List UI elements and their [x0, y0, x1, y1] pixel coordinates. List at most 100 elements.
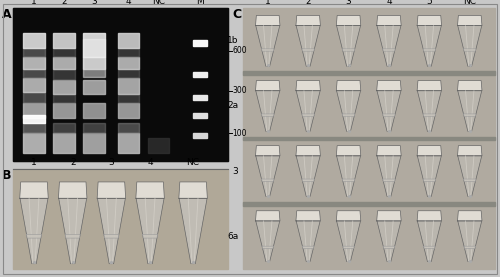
Polygon shape: [296, 26, 320, 66]
Polygon shape: [242, 137, 495, 140]
Polygon shape: [179, 182, 208, 198]
Polygon shape: [23, 115, 45, 122]
Polygon shape: [23, 78, 45, 92]
Polygon shape: [423, 179, 436, 181]
Polygon shape: [296, 81, 320, 91]
Polygon shape: [376, 146, 401, 156]
Polygon shape: [192, 133, 206, 138]
Text: 4: 4: [126, 0, 132, 6]
Text: 3: 3: [233, 166, 238, 176]
Polygon shape: [336, 211, 361, 221]
Polygon shape: [464, 179, 476, 181]
Polygon shape: [54, 103, 75, 118]
Polygon shape: [383, 246, 394, 248]
Polygon shape: [142, 234, 158, 238]
Polygon shape: [296, 91, 320, 131]
Polygon shape: [256, 156, 280, 196]
Polygon shape: [464, 246, 475, 248]
Polygon shape: [12, 8, 228, 161]
Polygon shape: [302, 114, 314, 116]
Text: NC: NC: [186, 158, 200, 167]
Text: NC: NC: [463, 0, 476, 6]
Polygon shape: [118, 133, 140, 153]
Polygon shape: [458, 91, 481, 131]
Polygon shape: [23, 48, 45, 57]
Polygon shape: [192, 95, 206, 100]
Polygon shape: [104, 234, 119, 238]
Polygon shape: [23, 33, 45, 48]
Polygon shape: [54, 33, 75, 48]
Polygon shape: [423, 49, 436, 51]
Text: 1: 1: [265, 0, 270, 6]
Polygon shape: [242, 71, 495, 75]
Text: 3: 3: [92, 0, 97, 6]
Polygon shape: [242, 202, 495, 206]
Polygon shape: [342, 179, 355, 181]
Polygon shape: [262, 179, 274, 181]
Polygon shape: [84, 133, 105, 153]
Polygon shape: [342, 114, 355, 116]
Polygon shape: [464, 49, 476, 51]
Polygon shape: [343, 246, 354, 248]
Polygon shape: [256, 146, 280, 156]
Polygon shape: [192, 40, 206, 46]
Polygon shape: [84, 39, 105, 77]
Polygon shape: [418, 91, 442, 131]
Polygon shape: [424, 246, 435, 248]
Polygon shape: [458, 211, 482, 221]
Polygon shape: [417, 16, 442, 26]
Polygon shape: [342, 49, 355, 51]
Polygon shape: [418, 221, 442, 261]
Polygon shape: [179, 198, 207, 264]
Polygon shape: [23, 69, 45, 78]
Text: 600: 600: [232, 47, 247, 55]
Text: 4: 4: [386, 0, 392, 6]
Polygon shape: [458, 156, 481, 196]
Polygon shape: [382, 179, 395, 181]
Polygon shape: [417, 146, 442, 156]
Text: A: A: [2, 8, 11, 21]
Polygon shape: [23, 122, 45, 133]
Polygon shape: [296, 16, 320, 26]
Polygon shape: [118, 57, 140, 69]
Text: 100: 100: [232, 129, 247, 138]
Polygon shape: [302, 246, 314, 248]
Polygon shape: [262, 114, 274, 116]
Polygon shape: [54, 80, 75, 94]
Polygon shape: [336, 146, 361, 156]
Polygon shape: [26, 234, 42, 238]
Polygon shape: [464, 114, 476, 116]
Polygon shape: [376, 211, 401, 221]
Polygon shape: [136, 198, 164, 264]
Polygon shape: [118, 48, 140, 57]
Text: C: C: [232, 8, 241, 21]
Polygon shape: [84, 33, 105, 57]
Polygon shape: [376, 81, 401, 91]
Polygon shape: [23, 92, 45, 103]
Polygon shape: [58, 182, 87, 198]
Polygon shape: [148, 138, 170, 153]
Text: 6a: 6a: [227, 232, 238, 241]
Text: 2a: 2a: [228, 101, 238, 111]
Polygon shape: [417, 211, 442, 221]
Polygon shape: [377, 156, 401, 196]
Polygon shape: [423, 114, 436, 116]
Text: NC: NC: [152, 0, 165, 6]
Polygon shape: [418, 156, 442, 196]
Polygon shape: [382, 114, 395, 116]
Polygon shape: [336, 81, 361, 91]
Polygon shape: [12, 8, 228, 161]
Polygon shape: [84, 122, 105, 133]
Polygon shape: [256, 81, 280, 91]
Polygon shape: [136, 182, 164, 198]
Polygon shape: [256, 91, 280, 131]
Polygon shape: [458, 221, 481, 261]
Polygon shape: [118, 69, 140, 78]
Polygon shape: [118, 94, 140, 103]
Polygon shape: [84, 57, 105, 69]
Polygon shape: [336, 91, 360, 131]
Polygon shape: [458, 16, 482, 26]
Polygon shape: [65, 234, 80, 238]
Text: 3: 3: [346, 0, 352, 6]
Polygon shape: [262, 49, 274, 51]
